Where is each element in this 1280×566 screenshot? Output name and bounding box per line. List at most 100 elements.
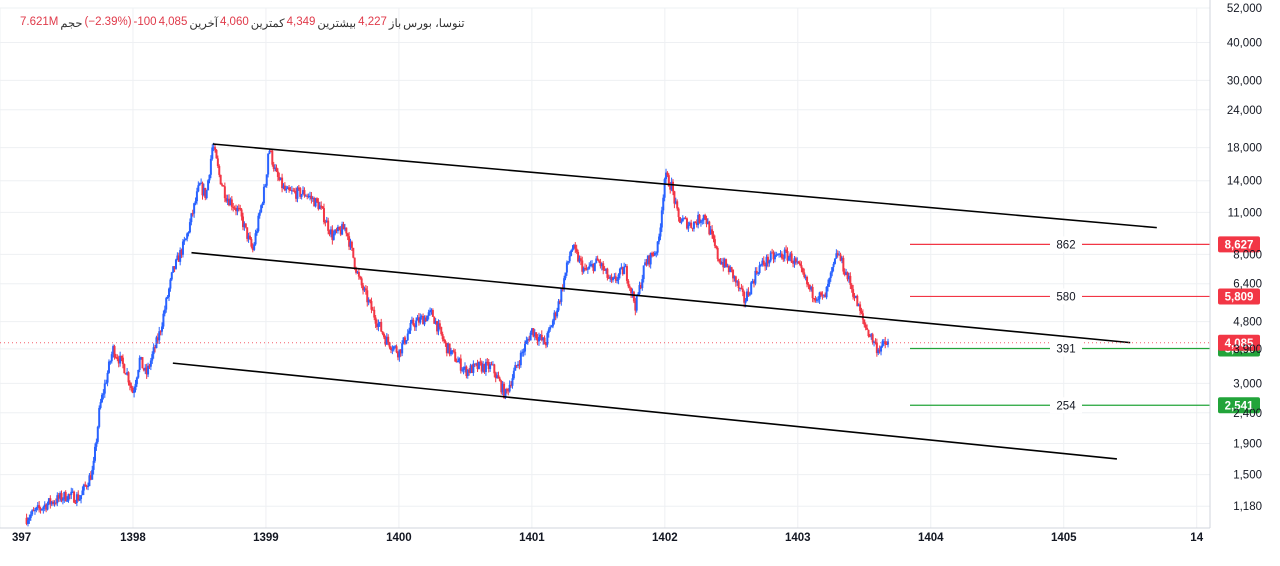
candle-body [563, 278, 566, 290]
y-tick-label: 1,180 [1233, 501, 1262, 513]
candle-body [733, 276, 736, 279]
candle-body [430, 310, 433, 312]
candle-body [147, 365, 150, 375]
candle-body [508, 384, 511, 392]
candle-body [302, 190, 305, 195]
x-tick-label: 1400 [386, 532, 412, 544]
candle-body [820, 292, 823, 295]
candle-body [839, 254, 842, 261]
candle-body [797, 261, 800, 264]
candle-body [176, 255, 179, 260]
candle-body [514, 365, 517, 371]
level-price-badge-text: 5,809 [1225, 291, 1254, 303]
candle-body [849, 275, 852, 285]
candle-body [875, 342, 878, 354]
candle-body [814, 298, 817, 301]
candle-body [628, 286, 631, 288]
candle-body [549, 326, 552, 330]
level-price-badge [1218, 397, 1260, 414]
close-label: آخرین [189, 18, 218, 30]
grid [0, 7, 1210, 528]
candle-body [162, 313, 165, 327]
candle-body [754, 270, 757, 284]
candle-body [194, 201, 197, 204]
candle-body [399, 349, 402, 354]
level-price-badge [1218, 236, 1260, 253]
candle-body [842, 257, 845, 272]
candle-body [536, 338, 539, 342]
candle-body [480, 362, 483, 372]
candle-body [124, 373, 127, 375]
candle-body [158, 331, 161, 341]
candle-body [533, 332, 536, 337]
candle-body [443, 339, 446, 342]
candle-body [494, 373, 497, 379]
high-value: 4,349 [286, 16, 316, 28]
candle-body [517, 364, 520, 366]
candle-body [98, 407, 101, 427]
candle-body [606, 268, 609, 278]
candle-body [208, 174, 211, 181]
candle-body [395, 346, 398, 353]
candle-body [653, 252, 656, 256]
candle-body [469, 365, 472, 373]
candle-body [531, 328, 534, 333]
candle-body [310, 195, 313, 199]
candle-body [577, 251, 580, 262]
candle-body [134, 384, 137, 391]
candle-body [595, 258, 598, 263]
candle-body [621, 267, 624, 275]
candle-body [801, 268, 804, 273]
candle-body [632, 291, 635, 302]
candle-body [78, 499, 81, 501]
x-tick-label: 1399 [253, 532, 279, 544]
candle-body [711, 229, 714, 235]
candle-body [581, 260, 584, 272]
candle-body [64, 492, 67, 501]
candle-body [339, 229, 342, 235]
candle-body [221, 184, 224, 186]
candle-body [114, 357, 117, 359]
candle-body [779, 253, 782, 255]
y-tick-label: 24,000 [1227, 105, 1262, 117]
candle-body [105, 382, 108, 384]
candle-body [625, 266, 628, 281]
y-tick-label: 3,000 [1233, 378, 1262, 390]
candle-body [282, 185, 285, 189]
candle-body [758, 265, 761, 273]
candle-body [211, 147, 214, 159]
candle-body [720, 262, 723, 265]
candle-body [200, 182, 203, 184]
candle-body [884, 341, 887, 345]
candle-body [237, 207, 240, 209]
candle-body [652, 255, 655, 257]
candle-body [815, 299, 818, 301]
candle-body [240, 209, 243, 217]
candle-body [813, 298, 816, 300]
candle-body [332, 233, 335, 240]
candle-body [729, 267, 732, 273]
candle-body [226, 198, 229, 202]
candle-body [74, 502, 77, 504]
candle-body [444, 341, 447, 343]
candle-body [225, 198, 228, 202]
candle-body [57, 495, 60, 499]
candle-body [180, 250, 183, 255]
candle-body [631, 291, 634, 294]
candle-body [539, 334, 542, 337]
candle-body [166, 296, 169, 299]
candle-body [739, 287, 742, 289]
candle-body [60, 493, 63, 501]
x-tick-label: 1401 [519, 532, 545, 544]
candle-body [727, 265, 730, 273]
candle-body [845, 272, 848, 275]
candle-body [267, 153, 270, 175]
last-price-badge-text: 4,085 [1225, 338, 1254, 350]
y-tick-label: 30,000 [1227, 75, 1262, 87]
candle-body [222, 185, 225, 187]
candle-body [296, 187, 299, 199]
candle-body [110, 354, 113, 362]
volume-value: 7.621M [20, 16, 59, 28]
